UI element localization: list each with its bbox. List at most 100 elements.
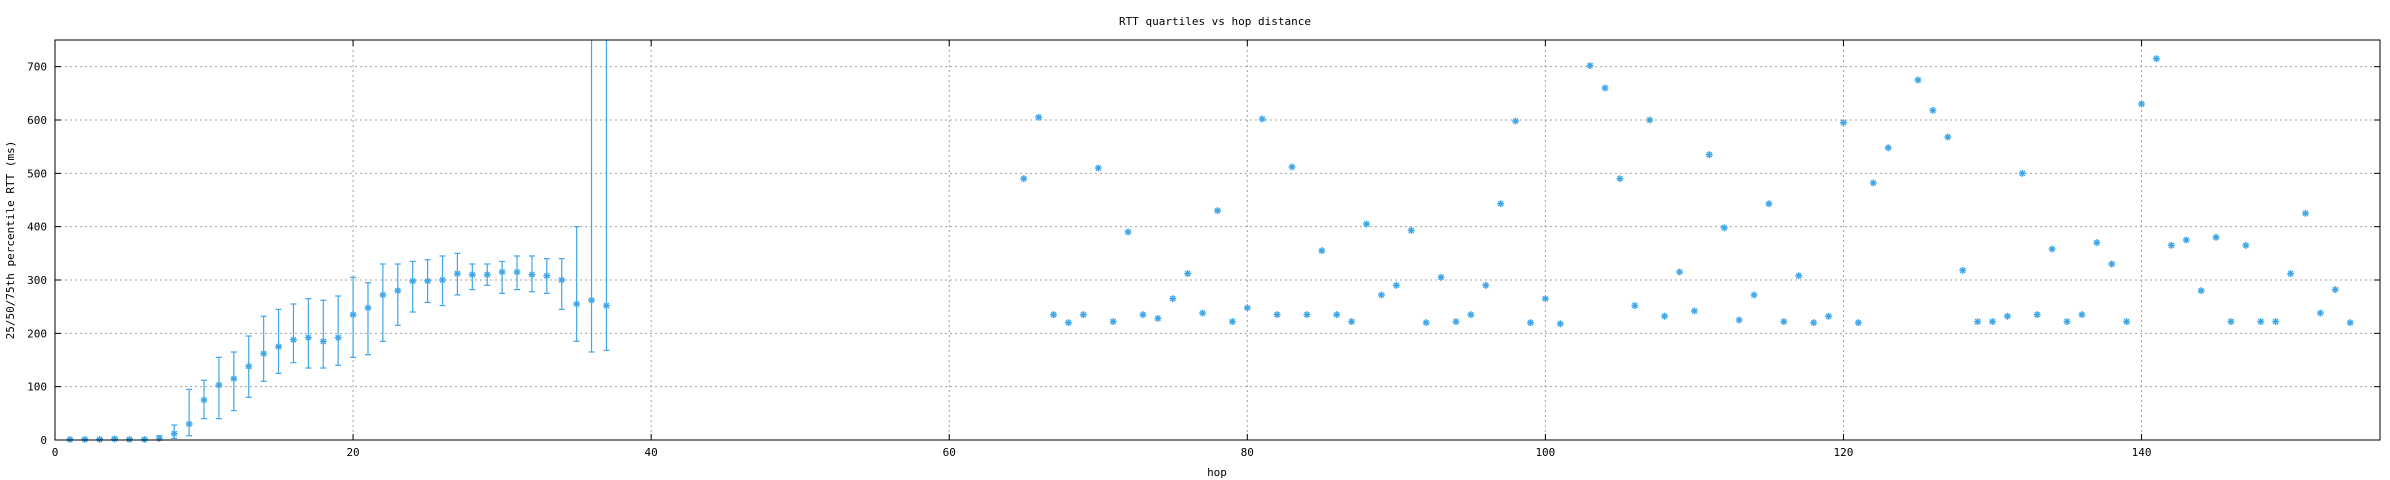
rtt-point [1914,76,1922,84]
rtt-point [1124,228,1132,236]
rtt-point [1676,268,1684,276]
rtt-point [1482,281,1490,289]
quartile-errorbar [290,303,297,364]
median-point [155,434,163,442]
rtt-point [1690,307,1698,315]
x-tick-label: 0 [52,446,59,459]
rtt-point [1586,62,1594,70]
y-tick-label: 500 [27,167,47,180]
quartile-errorbar [305,298,312,369]
median-point [111,435,119,443]
median-point [304,334,312,342]
rtt-point [1064,319,1072,327]
rtt-point [1765,200,1773,208]
quartile-errorbar [320,299,327,369]
median-point [215,381,223,389]
rtt-point [1437,273,1445,281]
rtt-point [2346,319,2354,327]
rtt-point [1825,312,1833,320]
median-point [260,350,268,358]
rtt-point [2108,260,2116,268]
rtt-point [1467,311,1475,319]
rtt-point [1363,220,1371,228]
median-point [200,396,208,404]
median-point [349,311,357,319]
rtt-point [1497,200,1505,208]
median-point [140,435,148,443]
quartile-errorbar [186,388,193,437]
rtt-point [1780,318,1788,326]
median-point [289,336,297,344]
rtt-point [1303,311,1311,319]
rtt-point [1526,319,1534,327]
rtt-point [2003,312,2011,320]
rtt-point [2093,239,2101,247]
rtt-point [1795,272,1803,280]
quartile-errorbar [558,258,565,310]
rtt-point [2152,55,2160,63]
median-point [170,430,178,438]
rtt-point [1631,302,1639,310]
y-tick-label: 100 [27,381,47,394]
rtt-point [1392,281,1400,289]
median-point [66,435,74,443]
rtt-point [1318,247,1326,255]
y-tick-label: 700 [27,61,47,74]
quartile-errorbar [379,263,386,342]
rtt-point [1079,311,1087,319]
quartile-errorbar [409,260,416,313]
median-point [96,435,104,443]
chart-marks [66,40,2354,443]
rtt-point [1050,311,1058,319]
rtt-point [1869,179,1877,187]
median-point [379,291,387,299]
median-point [453,270,461,278]
rtt-point [2257,318,2265,326]
rtt-point [1273,311,1281,319]
quartile-errorbar [603,40,610,351]
rtt-point [1541,295,1549,303]
rtt-point [1705,151,1713,159]
rtt-point [1243,304,1251,312]
x-tick-label: 60 [943,446,956,459]
x-tick-label: 80 [1241,446,1254,459]
axis-ticks: 0 20 40 60 80 100 120 140 0 100 200 300 400 500 600 700 [27,40,2380,459]
rtt-point [2197,287,2205,295]
rtt-point [2331,286,2339,294]
median-point [543,272,551,280]
x-tick-label: 40 [645,446,658,459]
rtt-point [1020,175,1028,183]
rtt-point [1228,318,1236,326]
rtt-point [1035,113,1043,121]
rtt-point [2242,241,2250,249]
rtt-point [2033,311,2041,319]
rtt-point [1616,175,1624,183]
median-point [573,300,581,308]
rtt-point [1944,133,1952,141]
rtt-point [1661,312,1669,320]
rtt-point [2123,318,2131,326]
rtt-point [1512,117,1520,125]
rtt-point [1348,318,1356,326]
rtt-point [2048,245,2056,253]
median-point [498,268,506,276]
rtt-point [2018,169,2026,177]
quartile-errorbar [588,40,595,353]
median-point [394,287,402,295]
quartile-errorbar [335,295,342,366]
x-tick-label: 100 [1535,446,1555,459]
x-tick-label: 20 [346,446,359,459]
rtt-point [1139,311,1147,319]
rtt-point [1646,116,1654,124]
y-tick-label: 200 [27,327,47,340]
quartile-errorbar [394,263,401,326]
rtt-point [1169,295,1177,303]
rtt-point [2212,233,2220,241]
y-tick-label: 0 [40,434,47,447]
rtt-point [1199,309,1207,317]
median-point [230,375,238,383]
rtt-point [1154,314,1162,322]
rtt-point [2063,318,2071,326]
median-point [424,277,432,285]
